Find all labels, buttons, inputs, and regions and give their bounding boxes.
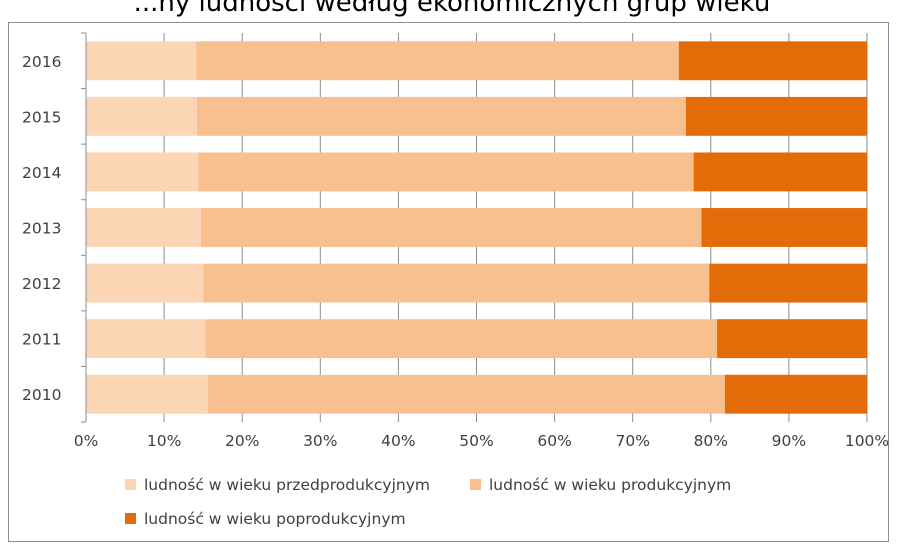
bar-segment bbox=[196, 96, 686, 136]
bar-segment bbox=[86, 96, 197, 136]
legend: ludność w wieku przedprodukcyjnym ludność… bbox=[125, 476, 731, 528]
legend-label: ludność w wieku przedprodukcyjnym bbox=[144, 476, 430, 494]
bar-segment bbox=[203, 263, 710, 303]
bar-segment bbox=[693, 152, 867, 192]
bar-segment bbox=[86, 319, 206, 359]
y-tick-label: 2014 bbox=[22, 164, 61, 182]
x-tick-label: 100% bbox=[845, 432, 889, 450]
bar-segment bbox=[205, 319, 718, 359]
legend-label: ludność w wieku produkcyjnym bbox=[489, 476, 731, 494]
x-tick-label: 0% bbox=[74, 432, 99, 450]
bar-segment bbox=[701, 208, 867, 247]
chart-frame bbox=[8, 22, 889, 542]
x-tick-label: 40% bbox=[381, 432, 415, 450]
bar-segment bbox=[200, 208, 702, 247]
x-tick-label: 30% bbox=[303, 432, 337, 450]
x-tick-label: 80% bbox=[694, 432, 728, 450]
chart-title: ...ny ludności według ekonomicznych grup… bbox=[133, 0, 771, 18]
bar-segment bbox=[86, 208, 201, 247]
x-tick-label: 10% bbox=[147, 432, 181, 450]
x-tick-label: 90% bbox=[772, 432, 806, 450]
bar-segment bbox=[724, 374, 867, 414]
axes: 0% 10% 20% 30% 40% 50% 60% 70% 80% 90% 100% 2016 201… bbox=[22, 32, 889, 450]
bar-segment bbox=[678, 41, 867, 81]
x-tick-label: 70% bbox=[615, 432, 649, 450]
bar-segment bbox=[709, 263, 867, 303]
legend-label: ludność w wieku poprodukcyjnym bbox=[144, 510, 406, 528]
y-tick-label: 2015 bbox=[22, 108, 61, 126]
y-tick-label: 2011 bbox=[22, 331, 61, 349]
bars bbox=[86, 41, 867, 414]
bar-segment bbox=[86, 41, 197, 81]
bar-segment bbox=[86, 374, 208, 414]
x-tick-label: 20% bbox=[225, 432, 259, 450]
x-tick-label: 60% bbox=[537, 432, 571, 450]
bar-segment bbox=[196, 41, 679, 81]
legend-swatch bbox=[470, 479, 481, 490]
bar-segment bbox=[717, 319, 867, 359]
x-tick-label: 50% bbox=[459, 432, 493, 450]
y-tick-label: 2012 bbox=[22, 275, 61, 293]
y-tick-label: 2010 bbox=[22, 386, 61, 404]
legend-swatch bbox=[125, 479, 136, 490]
bar-segment bbox=[207, 374, 725, 414]
bar-segment bbox=[685, 96, 867, 136]
bar-segment bbox=[86, 263, 204, 303]
y-tick-label: 2013 bbox=[22, 220, 61, 238]
y-tick-label: 2016 bbox=[22, 53, 61, 71]
legend-swatch bbox=[125, 513, 136, 524]
bar-segment bbox=[86, 152, 199, 192]
bar-segment bbox=[198, 152, 694, 192]
